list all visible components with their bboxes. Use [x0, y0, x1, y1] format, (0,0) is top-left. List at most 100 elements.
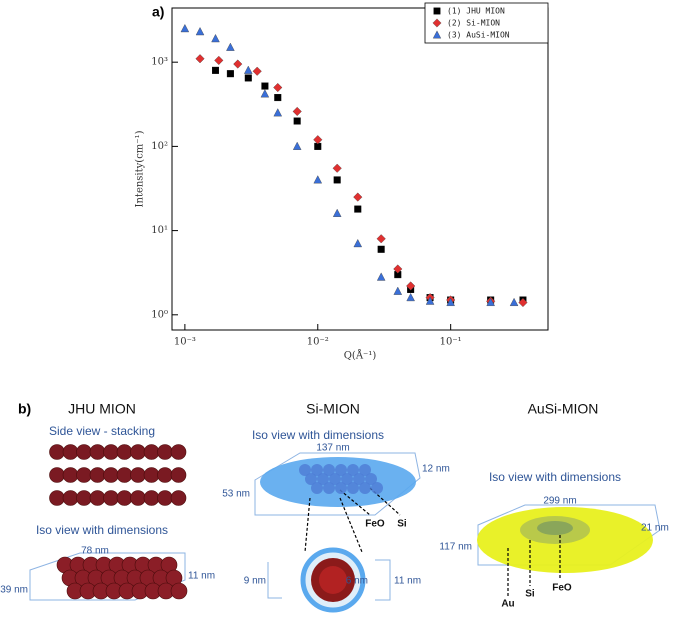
- data-point: [274, 94, 282, 102]
- particle: [116, 444, 133, 460]
- diagram-title: JHU MION: [68, 401, 136, 417]
- view-label: Iso view with dimensions: [252, 428, 384, 442]
- particle: [62, 444, 79, 460]
- panel-label: b): [18, 401, 31, 417]
- data-point: [261, 82, 269, 90]
- particle: [335, 482, 347, 494]
- particle: [103, 467, 119, 483]
- data-point: [332, 163, 342, 173]
- y-axis-label: Intensity(cm⁻¹): [135, 130, 146, 207]
- particle: [130, 444, 146, 460]
- particle: [89, 467, 106, 483]
- particle: [359, 464, 371, 476]
- particle: [143, 490, 160, 506]
- particle: [89, 444, 106, 460]
- particle: [157, 444, 173, 460]
- particle: [329, 473, 341, 485]
- data-point: [406, 292, 415, 302]
- particle: [130, 467, 146, 483]
- data-point: [195, 27, 205, 36]
- view-label: Side view - stacking: [49, 424, 155, 438]
- dimension: 53 nm: [222, 489, 250, 500]
- chart: Q(Å⁻¹) Intensity(cm⁻¹) 10⁻³ 10⁻² 10⁻¹ 10⁰ 10…: [135, 2, 549, 362]
- particle: [170, 444, 187, 460]
- data-point: [212, 66, 220, 74]
- data-point: [313, 175, 323, 184]
- dimension: 78 nm: [81, 546, 109, 557]
- particle: [143, 467, 160, 483]
- dimension: 117 nm: [439, 542, 472, 553]
- legend-marker: [433, 7, 441, 15]
- data-point: [292, 141, 302, 150]
- particle: [116, 490, 133, 506]
- particle: [157, 490, 173, 506]
- particle: [335, 464, 347, 476]
- particle: [347, 464, 359, 476]
- particle: [76, 444, 92, 460]
- legend: [424, 2, 549, 44]
- data-point: [252, 66, 262, 76]
- legend-marker: [432, 18, 442, 28]
- data-point: [377, 245, 385, 253]
- dimension: 9 nm: [244, 576, 266, 587]
- data-point: [273, 108, 283, 117]
- data-point: [260, 89, 270, 98]
- dimension: 21 nm: [641, 523, 669, 534]
- dimension: 299 nm: [543, 496, 576, 507]
- particle: [170, 582, 188, 600]
- data-point: [376, 234, 386, 244]
- particle: [353, 473, 365, 485]
- component-label: Si: [397, 519, 407, 530]
- dimension-frame: [477, 504, 661, 566]
- particle: [371, 482, 383, 494]
- particle: [323, 464, 335, 476]
- particle: [49, 467, 65, 483]
- dimension: 11 nm: [394, 576, 421, 587]
- diagram-title: AuSi-MION: [528, 401, 599, 417]
- particle: [170, 490, 187, 506]
- data-point: [214, 55, 224, 65]
- data-point: [353, 238, 363, 248]
- particle: [317, 473, 329, 485]
- dimension: 11 nm: [188, 571, 215, 582]
- core: [537, 521, 573, 535]
- data-point: [425, 296, 435, 305]
- data-point: [292, 106, 302, 117]
- particle: [116, 467, 133, 483]
- data-point: [486, 297, 495, 306]
- particle: [49, 444, 65, 460]
- data-point: [393, 286, 403, 295]
- data-point: [195, 54, 205, 64]
- particle: [130, 490, 146, 506]
- particle: [62, 490, 79, 506]
- particle: [62, 467, 79, 483]
- particle: [49, 490, 65, 506]
- plot-area: [171, 7, 549, 331]
- particle: [323, 482, 335, 494]
- panel-label: a): [152, 4, 164, 20]
- dimension: 137 nm: [316, 443, 349, 454]
- particle: [299, 464, 311, 476]
- data-point: [354, 205, 362, 213]
- data-point: [518, 297, 528, 308]
- view-label: Iso view with dimensions: [36, 523, 168, 537]
- dimension-frame: [267, 562, 282, 599]
- data-point: [233, 59, 243, 69]
- particle: [311, 482, 323, 494]
- data-point: [226, 42, 235, 51]
- dimension-frame: [29, 552, 186, 601]
- leader: [304, 497, 311, 553]
- core: [319, 566, 347, 594]
- y-tick-label: 10⁰: [151, 309, 168, 320]
- x-axis-label: Q(Å⁻¹): [344, 350, 377, 362]
- x-tick-label: 10⁻³: [174, 337, 196, 348]
- data-point: [226, 70, 234, 78]
- dimension: 6 nm: [346, 576, 368, 587]
- y-tick-label: 10¹: [151, 225, 168, 236]
- particle: [365, 473, 377, 485]
- component-label: Au: [501, 599, 514, 610]
- data-point: [293, 117, 301, 125]
- particle: [305, 473, 317, 485]
- data-point: [406, 281, 416, 291]
